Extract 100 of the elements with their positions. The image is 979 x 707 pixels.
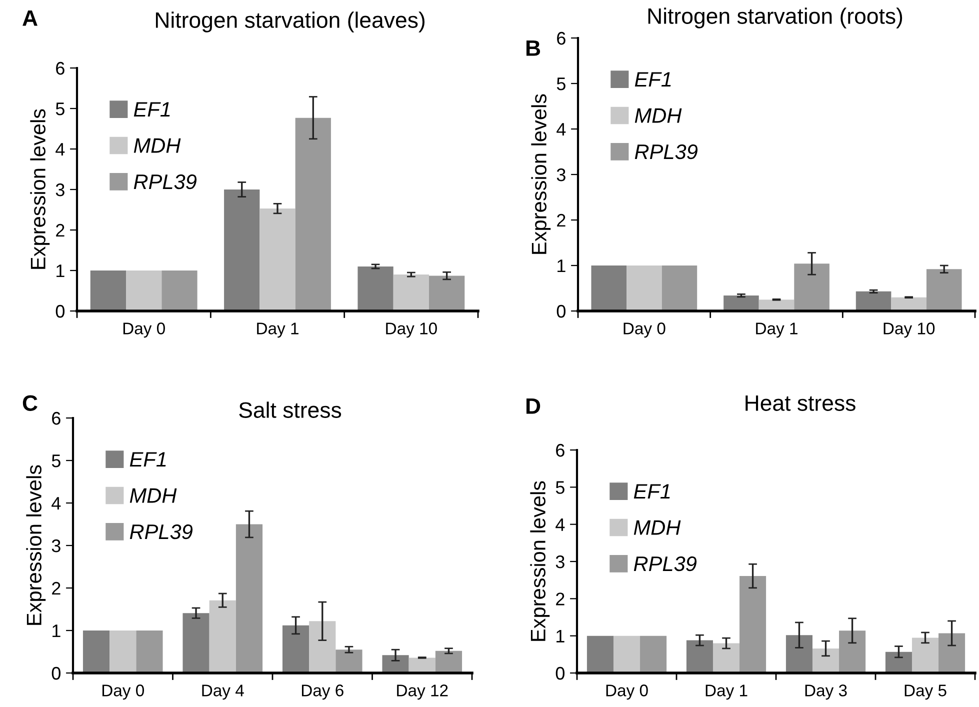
bar [586, 636, 614, 673]
bar [136, 630, 163, 673]
legend-label: MDH [130, 488, 177, 503]
y-axis-title: Expression levels [530, 481, 550, 641]
bar [856, 291, 892, 311]
legend-label: MDH [634, 520, 681, 535]
bar [126, 270, 162, 311]
x-tick-label: Day 5 [904, 684, 946, 700]
y-tick-label: 3 [556, 555, 564, 568]
bar [912, 638, 939, 673]
x-tick-label: Day 0 [123, 322, 165, 338]
y-tick-label: 6 [556, 444, 564, 457]
chart-title: Salt stress [239, 402, 342, 418]
bar [358, 266, 394, 311]
y-axis-title: Expression levels [531, 94, 551, 254]
y-tick-label: 5 [56, 102, 64, 116]
x-tick-label: Day 0 [606, 684, 648, 700]
bar [724, 296, 759, 311]
bar [282, 625, 310, 673]
y-tick-label: 1 [56, 264, 64, 278]
bar [209, 600, 236, 673]
bar [891, 297, 926, 311]
x-tick-label: Day 1 [756, 322, 798, 338]
legend-label: RPL39 [634, 144, 698, 160]
bar [626, 266, 662, 311]
legend-label: EF1 [634, 484, 670, 499]
bar [162, 270, 198, 311]
bar [591, 266, 627, 311]
y-tick-label: 3 [52, 539, 60, 552]
bar [613, 636, 640, 673]
y-tick-label: 5 [556, 481, 564, 494]
x-tick-label: Day 1 [706, 684, 748, 700]
legend-label: MDH [634, 108, 682, 123]
bar [938, 633, 966, 673]
chart-title: Nitrogen starvation (leaves) [156, 12, 424, 32]
y-tick-label: 2 [52, 582, 60, 595]
bar [926, 269, 962, 311]
y-tick-label: 1 [556, 630, 564, 642]
x-tick-label: Day 12 [397, 684, 448, 700]
y-tick-label: 3 [56, 183, 64, 196]
y-tick-label: 5 [556, 78, 566, 90]
y-tick-label: 0 [56, 304, 64, 318]
bar [336, 650, 362, 673]
bar [260, 208, 296, 311]
x-tick-label: Day 3 [805, 684, 847, 700]
y-tick-label: 4 [52, 497, 61, 510]
y-tick-label: 6 [52, 412, 60, 425]
bar [110, 630, 136, 673]
y-tick-label: 4 [56, 143, 65, 156]
y-tick-label: 0 [52, 666, 60, 680]
bar [839, 630, 866, 673]
y-tick-label: 0 [556, 666, 564, 680]
bar [435, 650, 462, 673]
chart-title: Heat stress [746, 395, 856, 411]
y-tick-label: 3 [556, 168, 566, 182]
x-tick-label: Day 4 [202, 684, 244, 700]
y-tick-label: 2 [556, 592, 564, 606]
chart-title: Nitrogen starvation (roots) [648, 8, 902, 28]
legend-label: RPL39 [634, 556, 697, 572]
x-tick-label: Day 0 [624, 322, 666, 338]
bar [82, 630, 110, 673]
text: D [526, 398, 540, 414]
bar [182, 613, 210, 673]
bar [393, 274, 429, 311]
legend-label: RPL39 [130, 524, 193, 540]
x-tick-label: Day 6 [302, 684, 344, 700]
y-tick-label: 1 [558, 260, 566, 272]
bar [740, 576, 766, 673]
y-tick-label: 4 [556, 518, 565, 531]
bar [812, 648, 840, 673]
y-tick-label: 4 [556, 123, 566, 136]
legend-label: EF1 [130, 452, 166, 467]
bar [236, 524, 263, 673]
bar [885, 652, 912, 673]
y-tick-label: 5 [52, 454, 60, 468]
y-tick-label: 1 [52, 624, 60, 638]
bar [662, 266, 698, 311]
bar [309, 621, 336, 673]
text: C [22, 395, 38, 411]
legend-label: EF1 [634, 72, 671, 87]
y-axis-title: Expression levels [26, 465, 46, 625]
y-axis-title: Expression levels [30, 109, 50, 269]
y-tick-label: 6 [557, 32, 566, 45]
bar [640, 636, 667, 673]
bar [686, 640, 713, 673]
bar [428, 276, 465, 311]
bar [786, 635, 812, 673]
x-tick-label: Day 0 [102, 684, 144, 700]
y-tick-label: 0 [556, 304, 566, 318]
text: B [526, 40, 540, 56]
x-tick-label: Day 10 [884, 322, 935, 338]
legend-label: RPL39 [134, 174, 197, 190]
bar [295, 118, 331, 311]
x-tick-label: Day 10 [386, 322, 437, 338]
bar [90, 270, 126, 311]
bar [794, 264, 830, 311]
y-tick-label: 2 [56, 224, 64, 237]
x-tick-label: Day 1 [257, 322, 298, 338]
text: A [22, 10, 38, 26]
bar [712, 643, 740, 673]
